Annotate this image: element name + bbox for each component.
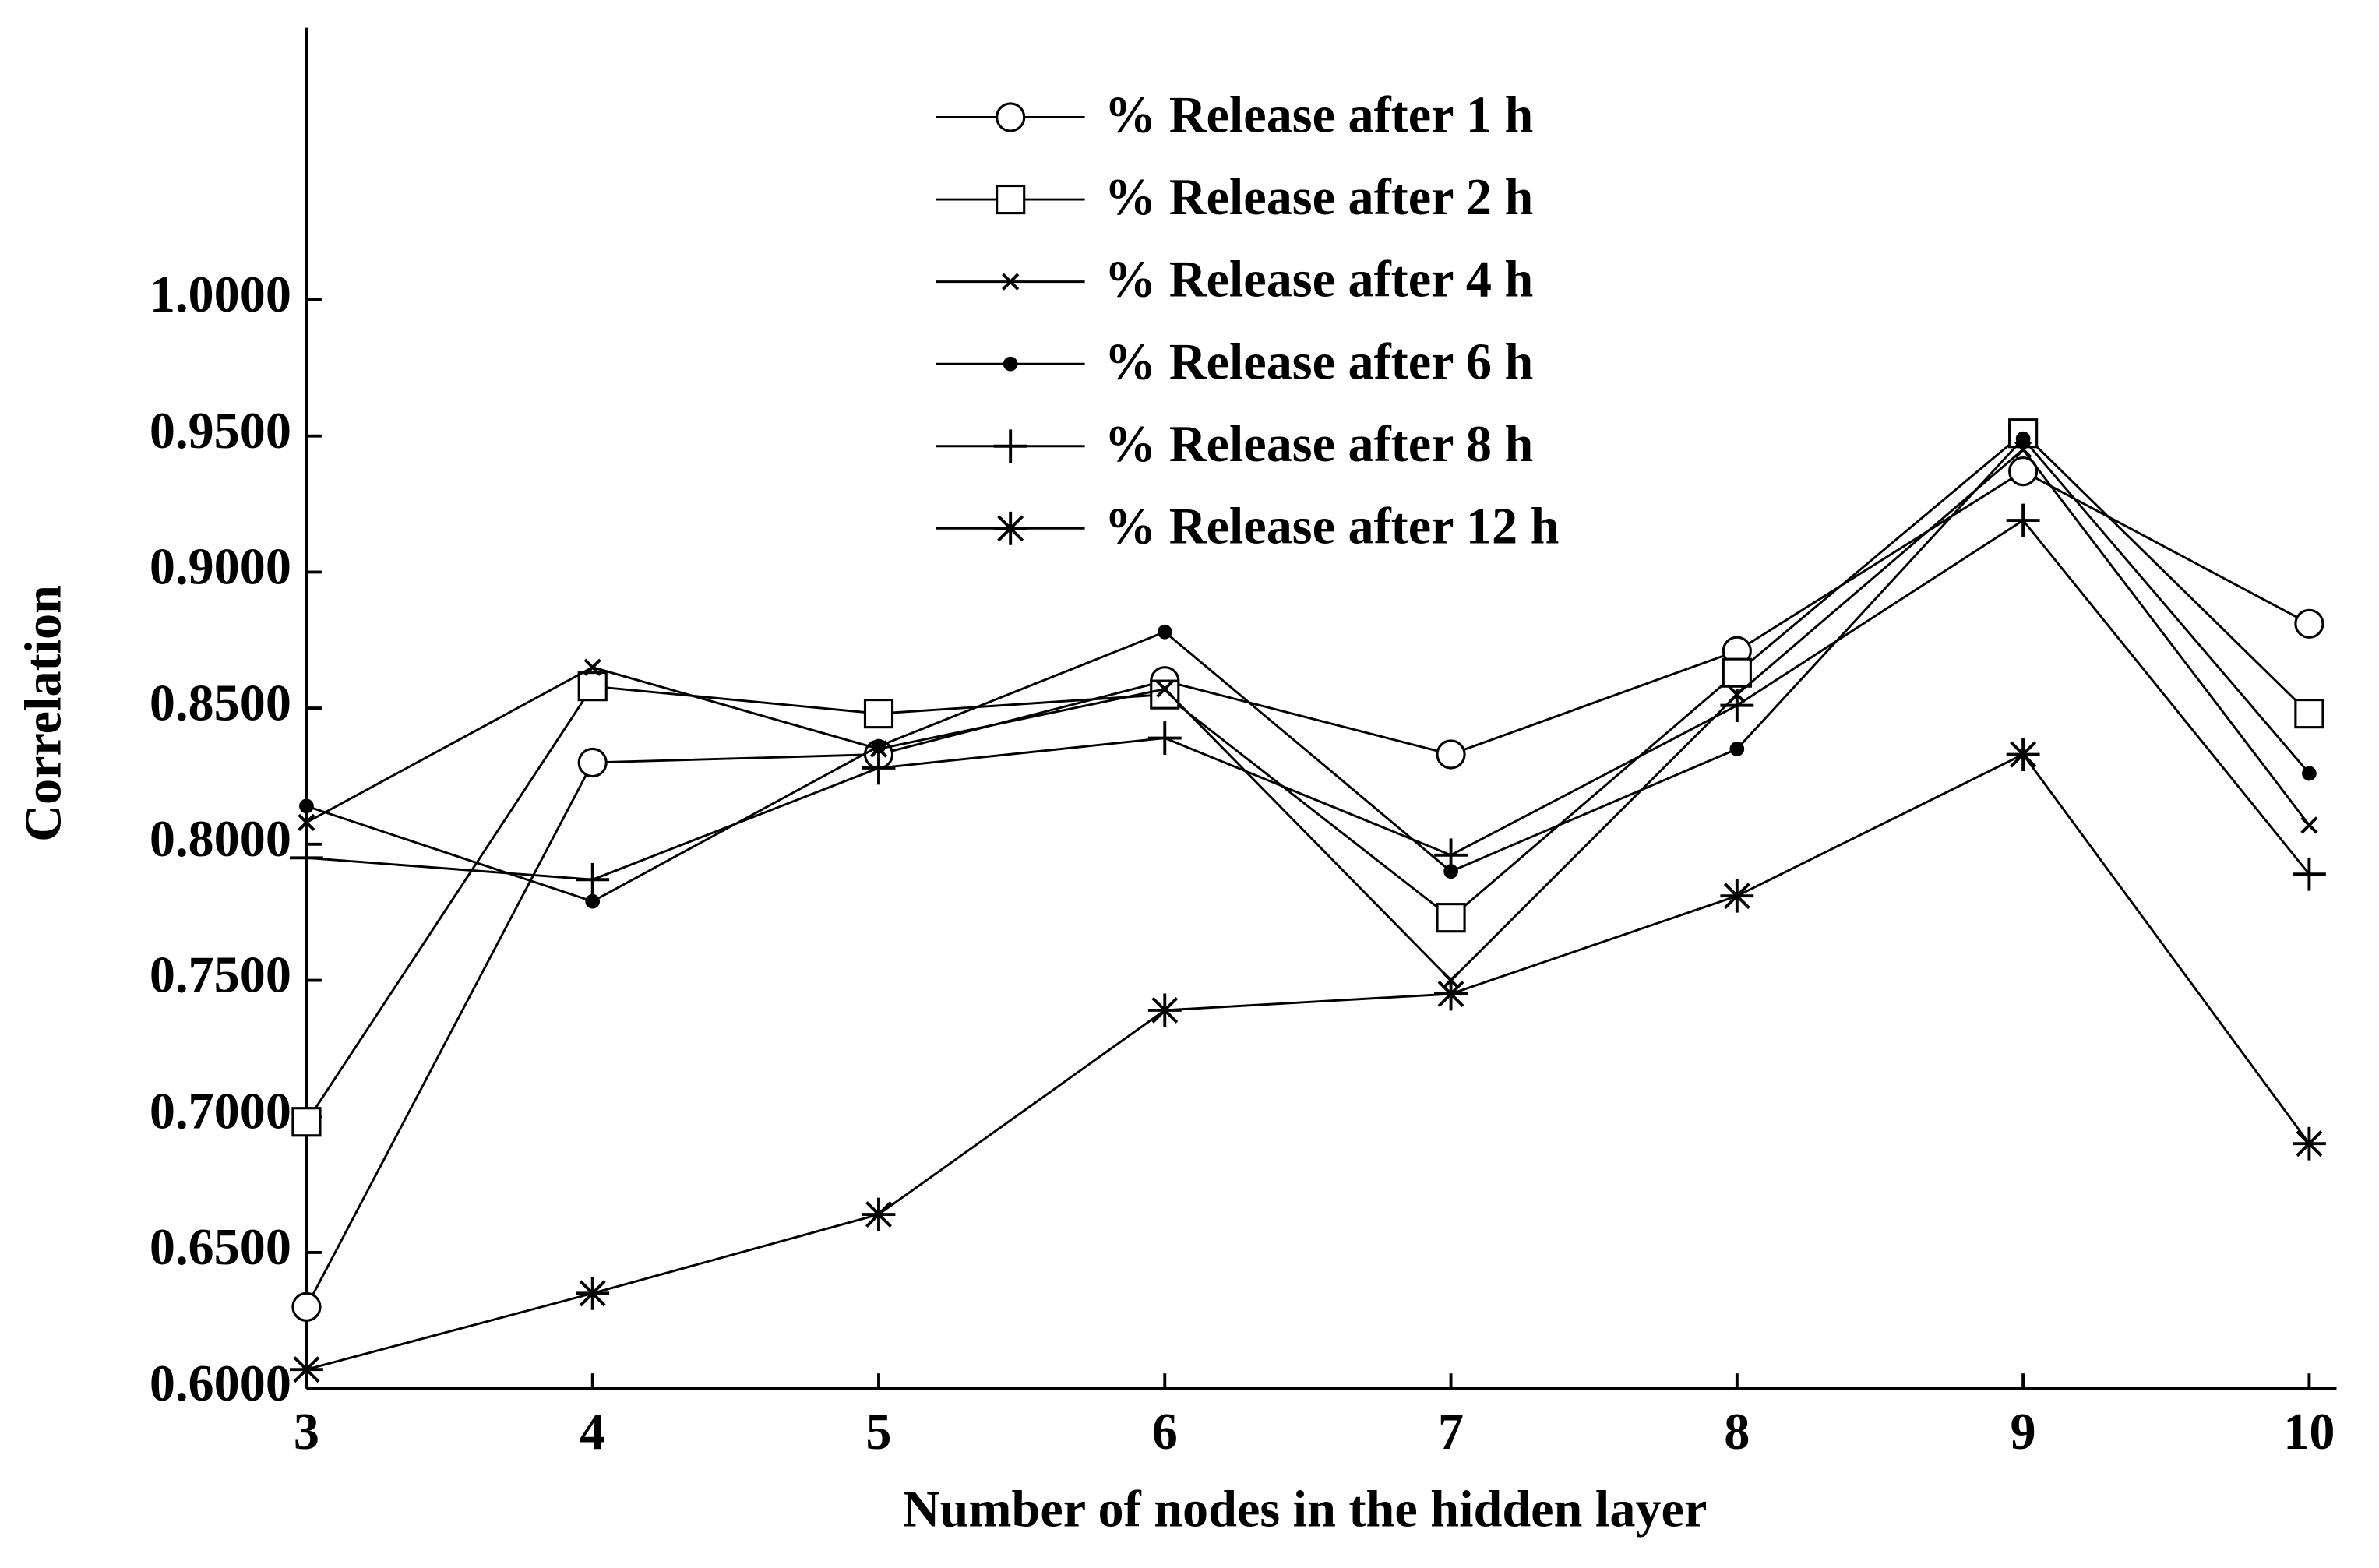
marker <box>862 751 896 785</box>
x-tick-label: 3 <box>294 1404 319 1461</box>
marker <box>2006 738 2040 771</box>
marker <box>2292 857 2326 891</box>
marker <box>1434 977 1468 1011</box>
marker <box>291 1291 322 1322</box>
x-tick-label: 9 <box>2011 1404 2036 1461</box>
marker <box>585 893 601 909</box>
marker <box>577 671 608 702</box>
x-axis-title: Number of nodes in the hidden layer <box>903 1482 1708 1538</box>
legend-label: % Release after 4 h <box>1105 252 1533 308</box>
y-tick-label: 1.0000 <box>150 266 291 323</box>
marker <box>2006 503 2040 537</box>
series-line <box>306 519 2310 881</box>
y-tick-label: 0.9500 <box>150 403 291 460</box>
marker <box>291 1107 322 1137</box>
y-tick-label: 0.9000 <box>150 539 291 596</box>
legend-label: % Release after 1 h <box>1105 87 1533 144</box>
marker <box>1156 680 1174 698</box>
marker <box>1147 721 1182 755</box>
marker <box>871 738 886 754</box>
marker <box>290 1352 323 1387</box>
marker <box>1436 903 1466 933</box>
y-tick-label: 0.7500 <box>150 947 291 1004</box>
legend-label: % Release after 2 h <box>1105 169 1533 226</box>
series-line <box>305 470 2310 1308</box>
y-tick-label: 0.6500 <box>150 1219 291 1276</box>
marker <box>1157 624 1172 640</box>
legend-marker <box>1002 273 1020 291</box>
marker <box>1150 679 1180 710</box>
y-tick-label: 0.8500 <box>150 675 291 731</box>
marker <box>1720 689 1754 723</box>
marker <box>862 1197 896 1231</box>
legend-label: % Release after 12 h <box>1105 498 1560 555</box>
series-line <box>306 752 2310 1371</box>
legend-label: % Release after 6 h <box>1105 333 1533 390</box>
legend-label: % Release after 8 h <box>1105 416 1533 473</box>
marker <box>2015 431 2031 446</box>
marker <box>1722 657 1752 688</box>
marker <box>863 699 894 729</box>
marker <box>299 798 314 814</box>
marker <box>2300 816 2318 834</box>
marker <box>1720 879 1754 913</box>
marker <box>2292 1126 2326 1161</box>
marker <box>1147 993 1182 1027</box>
x-tick-label: 7 <box>1438 1404 1464 1461</box>
legend-marker <box>996 102 1026 132</box>
marker <box>298 813 315 831</box>
marker <box>2302 766 2317 781</box>
legend-marker <box>993 429 1027 463</box>
x-tick-label: 4 <box>580 1404 605 1461</box>
marker <box>290 840 323 875</box>
legend-marker <box>1003 356 1018 372</box>
marker <box>577 747 608 778</box>
marker <box>583 658 601 676</box>
series-line <box>305 436 2310 903</box>
x-tick-label: 5 <box>865 1404 891 1461</box>
y-axis-title: Correlation <box>16 585 72 842</box>
marker <box>576 1276 610 1310</box>
legend-marker <box>996 184 1026 215</box>
marker <box>576 862 610 897</box>
marker <box>1729 742 1745 756</box>
legend-marker <box>993 511 1027 545</box>
y-tick-label: 0.6000 <box>150 1355 291 1412</box>
x-tick-label: 10 <box>2283 1404 2335 1461</box>
y-tick-label: 0.8000 <box>150 811 291 868</box>
marker <box>2294 699 2324 729</box>
series-line <box>305 432 2310 1123</box>
marker <box>1436 739 1466 770</box>
x-tick-label: 6 <box>1152 1404 1178 1461</box>
marker <box>2008 456 2039 487</box>
marker <box>2294 608 2324 639</box>
x-tick-label: 8 <box>1724 1404 1750 1461</box>
marker <box>1434 838 1468 872</box>
y-tick-label: 0.7000 <box>150 1083 291 1140</box>
